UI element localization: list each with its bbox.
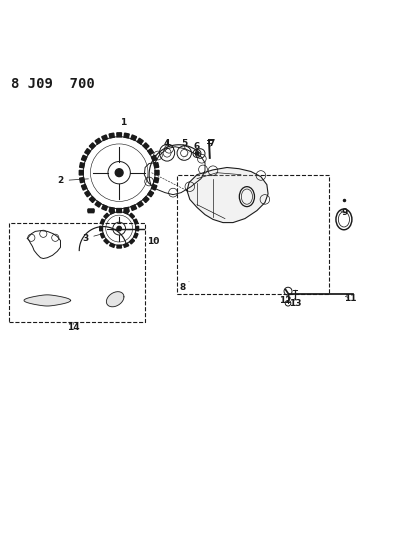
Polygon shape bbox=[143, 143, 149, 149]
Circle shape bbox=[117, 227, 121, 231]
Polygon shape bbox=[99, 227, 102, 231]
Text: 6: 6 bbox=[193, 142, 200, 151]
Text: 3: 3 bbox=[82, 234, 99, 243]
Text: 7: 7 bbox=[208, 139, 215, 148]
Polygon shape bbox=[154, 177, 158, 183]
Polygon shape bbox=[117, 133, 121, 137]
Polygon shape bbox=[151, 155, 156, 161]
Polygon shape bbox=[131, 135, 136, 140]
Polygon shape bbox=[186, 167, 267, 223]
Text: 8: 8 bbox=[180, 281, 188, 292]
Text: 10: 10 bbox=[146, 237, 159, 246]
Polygon shape bbox=[124, 210, 128, 214]
Circle shape bbox=[115, 169, 123, 176]
Polygon shape bbox=[109, 133, 114, 138]
Polygon shape bbox=[137, 201, 143, 207]
Bar bbox=[9, 223, 145, 322]
Polygon shape bbox=[109, 207, 114, 212]
Polygon shape bbox=[137, 138, 143, 144]
Text: 12: 12 bbox=[279, 296, 291, 305]
Polygon shape bbox=[124, 133, 129, 138]
Bar bbox=[176, 175, 328, 294]
Polygon shape bbox=[106, 292, 124, 307]
Polygon shape bbox=[101, 205, 107, 211]
Polygon shape bbox=[85, 149, 90, 155]
Polygon shape bbox=[103, 239, 109, 244]
Polygon shape bbox=[81, 155, 87, 161]
Polygon shape bbox=[24, 295, 71, 306]
Polygon shape bbox=[151, 184, 156, 190]
Polygon shape bbox=[100, 233, 104, 238]
Polygon shape bbox=[124, 243, 128, 247]
Polygon shape bbox=[103, 213, 109, 218]
Circle shape bbox=[195, 152, 198, 155]
Polygon shape bbox=[95, 138, 101, 144]
Polygon shape bbox=[81, 184, 87, 190]
Polygon shape bbox=[148, 191, 153, 197]
Text: 1: 1 bbox=[119, 118, 126, 133]
Polygon shape bbox=[117, 209, 121, 212]
Polygon shape bbox=[136, 227, 138, 231]
Polygon shape bbox=[117, 208, 121, 213]
Polygon shape bbox=[109, 210, 114, 214]
Polygon shape bbox=[85, 191, 90, 197]
Text: 11: 11 bbox=[344, 294, 356, 303]
Polygon shape bbox=[117, 245, 121, 248]
Polygon shape bbox=[134, 233, 138, 238]
Text: 14: 14 bbox=[67, 322, 79, 332]
Text: 13: 13 bbox=[288, 298, 300, 308]
Polygon shape bbox=[129, 239, 134, 244]
Polygon shape bbox=[79, 177, 84, 183]
Polygon shape bbox=[89, 197, 95, 203]
Text: 9: 9 bbox=[339, 208, 347, 217]
Polygon shape bbox=[109, 243, 114, 247]
Polygon shape bbox=[134, 219, 138, 224]
Polygon shape bbox=[79, 163, 84, 168]
Polygon shape bbox=[100, 219, 104, 224]
Polygon shape bbox=[101, 135, 107, 140]
Polygon shape bbox=[89, 143, 95, 149]
Polygon shape bbox=[79, 171, 83, 175]
Polygon shape bbox=[124, 207, 129, 212]
Polygon shape bbox=[155, 171, 159, 175]
Polygon shape bbox=[143, 197, 149, 203]
Text: 4: 4 bbox=[164, 139, 170, 149]
Text: 8 J09  700: 8 J09 700 bbox=[11, 77, 95, 91]
Text: 5: 5 bbox=[181, 139, 187, 149]
Polygon shape bbox=[148, 149, 153, 155]
Polygon shape bbox=[129, 213, 134, 218]
Text: 2: 2 bbox=[57, 176, 88, 185]
Polygon shape bbox=[131, 205, 136, 211]
Polygon shape bbox=[95, 201, 101, 207]
Polygon shape bbox=[154, 163, 158, 168]
